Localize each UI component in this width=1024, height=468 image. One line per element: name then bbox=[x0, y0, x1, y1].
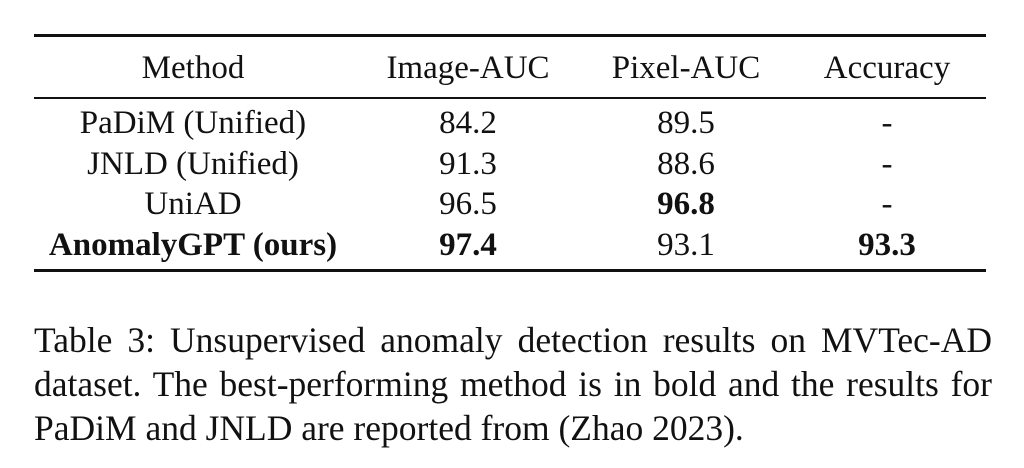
table-row: PaDiM (Unified) 84.2 89.5 - bbox=[34, 99, 986, 144]
table-header-row: Method Image-AUC Pixel-AUC Accuracy bbox=[34, 37, 986, 97]
header-image-auc: Image-AUC bbox=[386, 49, 550, 86]
image-auc-cell: 84.2 bbox=[439, 105, 497, 142]
image-auc-cell: 96.5 bbox=[439, 186, 497, 223]
image-auc-cell: 91.3 bbox=[439, 145, 497, 182]
pixel-auc-cell: 93.1 bbox=[657, 226, 715, 263]
pixel-auc-cell: 89.5 bbox=[657, 105, 715, 142]
method-cell: PaDiM (Unified) bbox=[79, 105, 307, 142]
method-cell-ours: AnomalyGPT (ours) bbox=[48, 226, 338, 263]
table-header-rule bbox=[34, 97, 986, 99]
accuracy-cell: - bbox=[881, 105, 893, 142]
accuracy-cell: - bbox=[881, 186, 893, 223]
header-pixel-auc: Pixel-AUC bbox=[611, 49, 761, 86]
header-method: Method bbox=[141, 49, 245, 86]
header-accuracy: Accuracy bbox=[823, 49, 951, 86]
results-table: Method Image-AUC Pixel-AUC Accuracy bbox=[34, 37, 986, 97]
table-row: AnomalyGPT (ours) 97.4 93.1 93.3 bbox=[34, 225, 986, 270]
accuracy-cell-best: 93.3 bbox=[858, 226, 916, 263]
caption-label: Table 3: bbox=[34, 320, 155, 360]
method-cell: UniAD bbox=[144, 186, 242, 223]
table-row: JNLD (Unified) 91.3 88.6 - bbox=[34, 144, 986, 185]
caption-text: Unsupervised anomaly detection results o… bbox=[34, 320, 993, 448]
results-table-container: Method Image-AUC Pixel-AUC Accuracy PaDi… bbox=[34, 34, 986, 272]
method-cell: JNLD (Unified) bbox=[87, 145, 299, 182]
table-top-rule bbox=[34, 34, 986, 37]
pixel-auc-cell: 88.6 bbox=[657, 145, 715, 182]
image-auc-cell-best: 97.4 bbox=[439, 226, 497, 263]
accuracy-cell: - bbox=[881, 145, 893, 182]
table-caption: Table 3: Unsupervised anomaly detection … bbox=[34, 318, 992, 450]
pixel-auc-cell-best: 96.8 bbox=[657, 186, 715, 223]
results-table-body: PaDiM (Unified) 84.2 89.5 - JNLD (Unifie… bbox=[34, 99, 986, 269]
table-row: UniAD 96.5 96.8 - bbox=[34, 184, 986, 225]
table-bottom-rule bbox=[34, 269, 986, 272]
